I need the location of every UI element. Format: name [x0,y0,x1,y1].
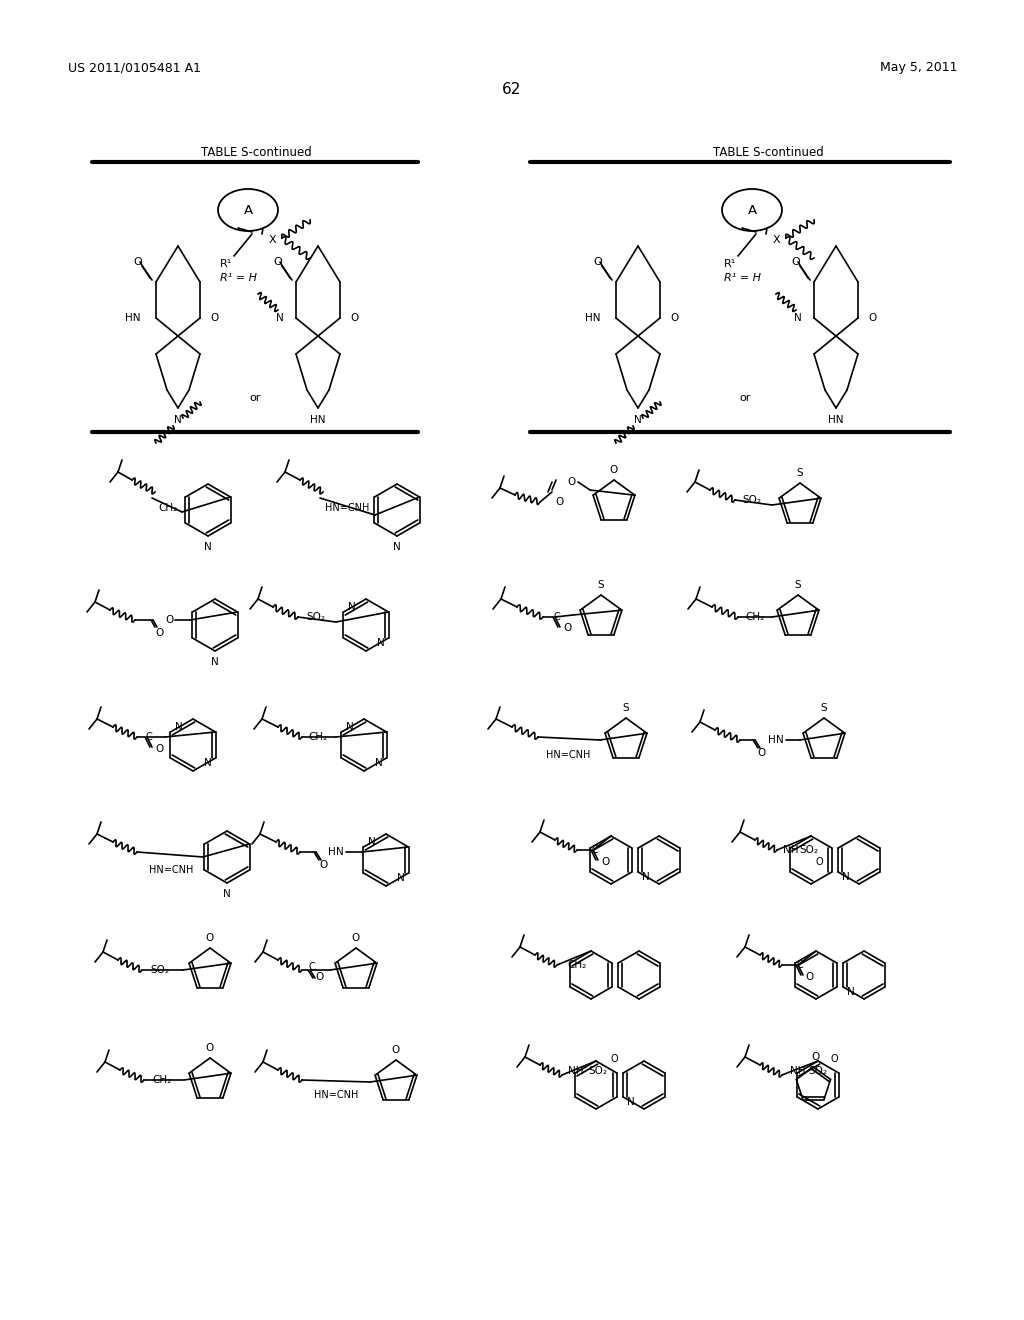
Text: H: H [328,847,336,857]
Text: O: O [830,1053,838,1064]
Text: N: N [375,758,382,768]
Text: N: N [276,313,284,323]
Text: SO₂: SO₂ [151,965,170,975]
Text: SO₂: SO₂ [589,1067,607,1076]
Text: S: S [820,704,827,713]
Text: S: S [797,469,803,478]
Text: CH₂: CH₂ [567,960,587,970]
Text: N: N [634,414,642,425]
Text: CH₂: CH₂ [745,612,765,622]
Text: O: O [563,623,571,634]
Text: O: O [155,628,163,638]
Text: SO₂: SO₂ [742,495,762,506]
Text: O: O [165,615,173,624]
Text: N: N [174,414,182,425]
Text: O: O [568,477,577,487]
Text: SO₂: SO₂ [809,1067,827,1076]
Text: N: N [628,1097,635,1107]
Text: O: O [273,257,283,267]
Text: O: O [556,498,564,507]
Text: TABLE S-continued: TABLE S-continued [201,145,311,158]
Text: R¹ = H: R¹ = H [724,273,761,282]
Text: N: N [377,638,384,648]
Text: A: A [244,203,253,216]
Text: N: N [204,543,212,552]
Text: HN=CNH: HN=CNH [546,750,590,760]
Text: N: N [776,735,784,744]
Text: NH: NH [791,1067,806,1076]
Text: O: O [352,933,360,942]
Text: NH: NH [568,1067,584,1076]
Text: SO₂: SO₂ [800,845,818,855]
Text: R¹: R¹ [220,259,232,269]
Text: HN: HN [828,414,844,425]
Text: or: or [739,393,751,403]
Text: N: N [368,837,376,847]
Text: S: S [598,579,604,590]
Text: N: N [336,847,344,857]
Text: C: C [797,960,804,970]
Text: O: O [610,465,618,475]
Text: CH₂: CH₂ [159,503,177,513]
Text: US 2011/0105481 A1: US 2011/0105481 A1 [68,62,201,74]
Text: HN: HN [310,414,326,425]
Text: O: O [319,861,328,870]
Text: N: N [795,313,802,323]
Text: O: O [155,744,163,754]
Text: X: X [772,235,780,246]
Text: O: O [392,1045,400,1055]
Text: X: X [268,235,275,246]
Text: N: N [223,888,230,899]
Text: H: H [768,735,776,744]
Text: HN: HN [125,313,140,323]
Text: S: S [795,579,802,590]
Text: May 5, 2011: May 5, 2011 [881,62,958,74]
Text: N: N [393,543,400,552]
Text: N: N [396,873,404,883]
Text: O: O [806,972,814,982]
Text: O: O [815,857,823,867]
Text: O: O [610,1053,617,1064]
Text: O: O [758,748,766,758]
Text: HN=CNH: HN=CNH [148,865,194,875]
Text: N: N [843,873,850,882]
Text: O: O [315,972,325,982]
Text: R¹ = H: R¹ = H [219,273,256,282]
Text: O: O [811,1052,819,1063]
Text: 62: 62 [503,82,521,98]
Text: CH₂: CH₂ [153,1074,172,1085]
Text: TABLE S-continued: TABLE S-continued [713,145,823,158]
Text: NH: NH [783,845,799,855]
Text: C: C [554,612,560,622]
Text: HN: HN [585,313,600,323]
Text: R¹: R¹ [724,259,736,269]
Text: O: O [133,257,142,267]
Text: N: N [847,987,855,997]
Text: O: O [350,313,358,323]
Text: N: N [346,722,353,733]
Text: S: S [623,704,630,713]
Text: O: O [792,257,801,267]
Text: N: N [347,602,355,612]
Text: O: O [206,1043,214,1053]
Text: O: O [210,313,218,323]
Text: N: N [204,758,211,768]
Text: CH₂: CH₂ [308,733,328,742]
Text: C: C [592,845,598,855]
Text: N: N [175,722,182,733]
Text: HN=CNH: HN=CNH [325,503,370,513]
Text: or: or [249,393,261,403]
Text: C: C [145,733,153,742]
Text: O: O [206,933,214,942]
Text: SO₂: SO₂ [306,612,326,622]
Text: A: A [748,203,757,216]
Text: O: O [594,257,602,267]
Text: O: O [670,313,678,323]
Text: C: C [308,962,315,972]
Text: N: N [642,873,650,882]
Text: O: O [601,857,609,867]
Text: N: N [211,657,219,667]
Text: HN=CNH: HN=CNH [313,1090,358,1100]
Text: O: O [868,313,877,323]
